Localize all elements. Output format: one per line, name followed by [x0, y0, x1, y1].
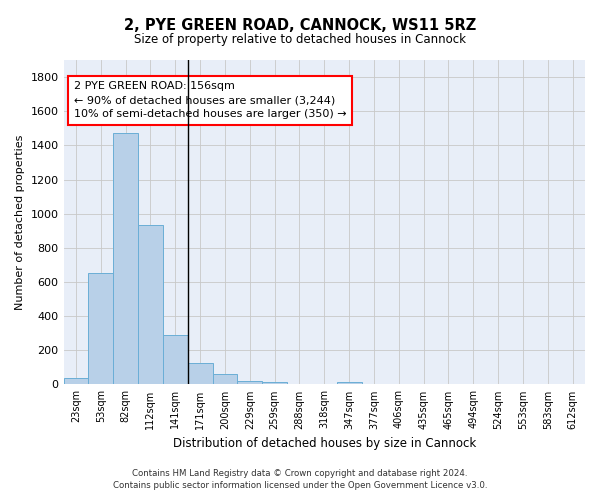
- Bar: [262, 382, 287, 384]
- Y-axis label: Number of detached properties: Number of detached properties: [15, 134, 25, 310]
- Bar: [88, 274, 113, 384]
- Text: Size of property relative to detached houses in Cannock: Size of property relative to detached ho…: [134, 32, 466, 46]
- Bar: [188, 363, 212, 384]
- Text: 2 PYE GREEN ROAD: 156sqm
← 90% of detached houses are smaller (3,244)
10% of sem: 2 PYE GREEN ROAD: 156sqm ← 90% of detach…: [74, 81, 347, 119]
- Bar: [212, 374, 238, 384]
- X-axis label: Distribution of detached houses by size in Cannock: Distribution of detached houses by size …: [173, 437, 476, 450]
- Bar: [113, 134, 138, 384]
- Bar: [163, 335, 188, 384]
- Text: Contains HM Land Registry data © Crown copyright and database right 2024.
Contai: Contains HM Land Registry data © Crown c…: [113, 468, 487, 490]
- Text: 2, PYE GREEN ROAD, CANNOCK, WS11 5RZ: 2, PYE GREEN ROAD, CANNOCK, WS11 5RZ: [124, 18, 476, 32]
- Bar: [337, 382, 362, 384]
- Bar: [64, 378, 88, 384]
- Bar: [138, 225, 163, 384]
- Bar: [238, 380, 262, 384]
